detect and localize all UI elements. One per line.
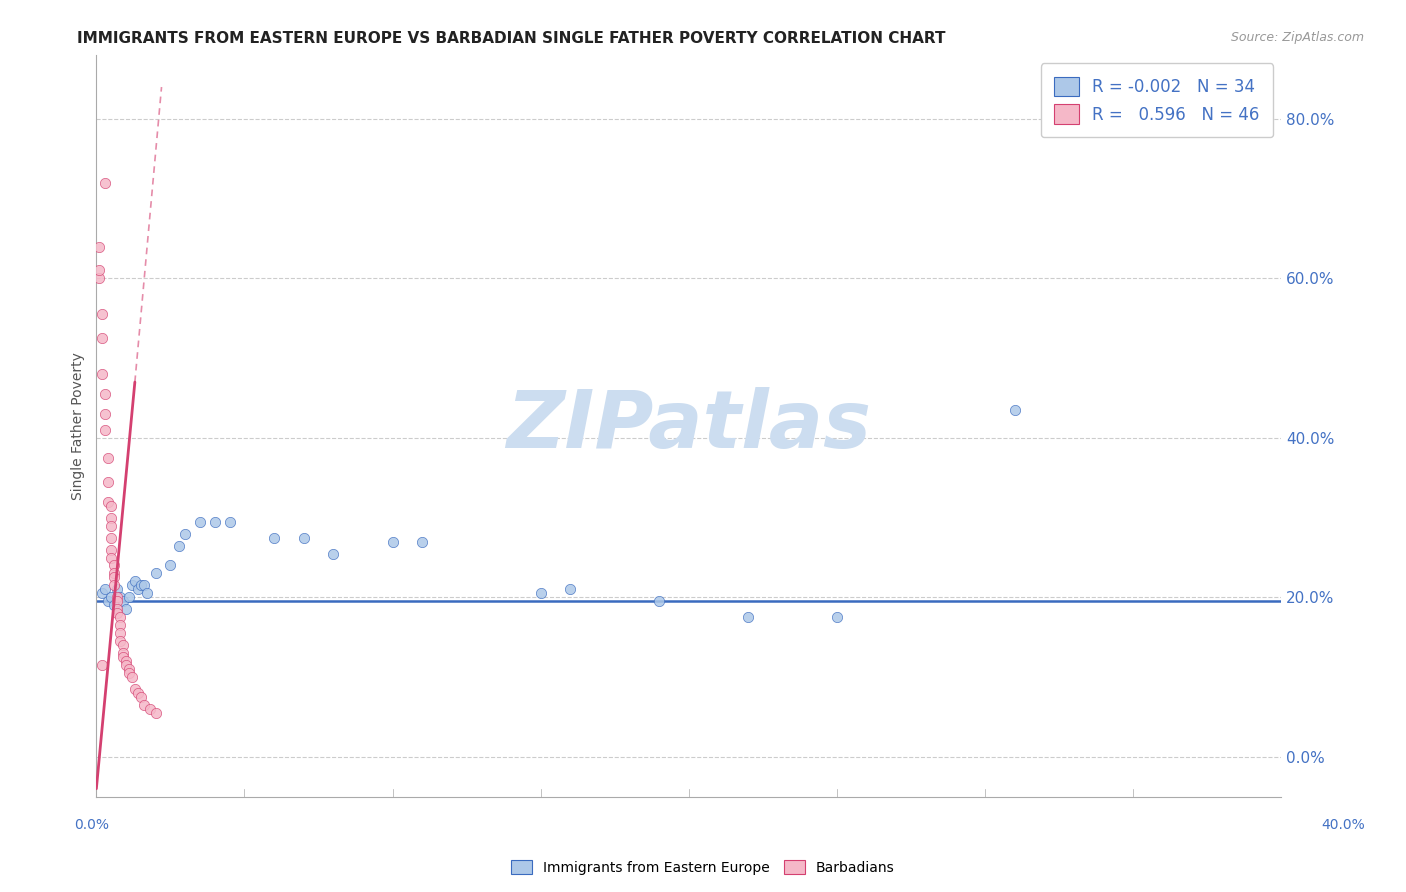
Point: [118, 591, 141, 605]
Point: [89, 239, 111, 253]
Point: [103, 599, 125, 613]
Point: [89, 271, 111, 285]
Point: [91, 367, 114, 381]
Point: [111, 594, 134, 608]
Point: [204, 515, 226, 529]
Point: [648, 594, 671, 608]
Point: [145, 706, 167, 720]
Legend: R = -0.002   N = 34, R =   0.596   N = 46: R = -0.002 N = 34, R = 0.596 N = 46: [1040, 63, 1272, 137]
Point: [411, 534, 433, 549]
Point: [105, 582, 128, 597]
Point: [322, 547, 344, 561]
Point: [103, 578, 125, 592]
Point: [135, 586, 157, 600]
Point: [560, 582, 582, 597]
Point: [115, 602, 138, 616]
Point: [108, 591, 131, 605]
Point: [127, 582, 149, 597]
Point: [124, 682, 146, 697]
Text: Source: ZipAtlas.com: Source: ZipAtlas.com: [1230, 31, 1364, 45]
Text: IMMIGRANTS FROM EASTERN EUROPE VS BARBADIAN SINGLE FATHER POVERTY CORRELATION CH: IMMIGRANTS FROM EASTERN EUROPE VS BARBAD…: [77, 31, 946, 46]
Point: [174, 526, 197, 541]
Point: [103, 558, 125, 573]
Point: [188, 515, 211, 529]
Point: [103, 566, 125, 581]
Point: [105, 607, 128, 621]
Point: [91, 658, 114, 673]
Point: [111, 638, 134, 652]
Point: [263, 531, 285, 545]
Point: [108, 626, 131, 640]
Point: [292, 531, 315, 545]
Point: [100, 550, 122, 565]
Point: [118, 666, 141, 681]
Point: [108, 634, 131, 648]
Point: [103, 570, 125, 584]
Point: [129, 690, 152, 704]
Point: [737, 610, 759, 624]
Point: [169, 539, 191, 553]
Point: [94, 423, 117, 437]
Point: [91, 331, 114, 345]
Point: [97, 450, 120, 465]
Point: [100, 499, 122, 513]
Point: [132, 698, 155, 712]
Point: [100, 591, 122, 605]
Point: [94, 407, 117, 421]
Text: ZIPatlas: ZIPatlas: [506, 387, 872, 465]
Point: [105, 602, 128, 616]
Point: [111, 646, 134, 660]
Point: [97, 475, 120, 489]
Point: [218, 515, 240, 529]
Point: [89, 263, 111, 277]
Point: [108, 610, 131, 624]
Point: [121, 578, 143, 592]
Text: 40.0%: 40.0%: [1320, 818, 1365, 832]
Point: [145, 566, 167, 581]
Point: [115, 654, 138, 668]
Point: [97, 494, 120, 508]
Point: [138, 702, 160, 716]
Legend: Immigrants from Eastern Europe, Barbadians: Immigrants from Eastern Europe, Barbadia…: [506, 855, 900, 880]
Point: [91, 307, 114, 321]
Point: [127, 686, 149, 700]
Point: [100, 542, 122, 557]
Point: [105, 594, 128, 608]
Point: [94, 176, 117, 190]
Point: [111, 650, 134, 665]
Point: [100, 531, 122, 545]
Point: [108, 618, 131, 632]
Point: [118, 662, 141, 676]
Point: [825, 610, 848, 624]
Point: [132, 578, 155, 592]
Point: [121, 670, 143, 684]
Point: [159, 558, 181, 573]
Point: [97, 594, 120, 608]
Text: 0.0%: 0.0%: [75, 818, 108, 832]
Point: [1004, 403, 1026, 417]
Point: [100, 518, 122, 533]
Point: [105, 591, 128, 605]
Point: [115, 658, 138, 673]
Point: [381, 534, 404, 549]
Point: [100, 510, 122, 524]
Y-axis label: Single Father Poverty: Single Father Poverty: [72, 352, 86, 500]
Point: [94, 582, 117, 597]
Point: [129, 578, 152, 592]
Point: [124, 574, 146, 589]
Point: [91, 586, 114, 600]
Point: [94, 387, 117, 401]
Point: [530, 586, 553, 600]
